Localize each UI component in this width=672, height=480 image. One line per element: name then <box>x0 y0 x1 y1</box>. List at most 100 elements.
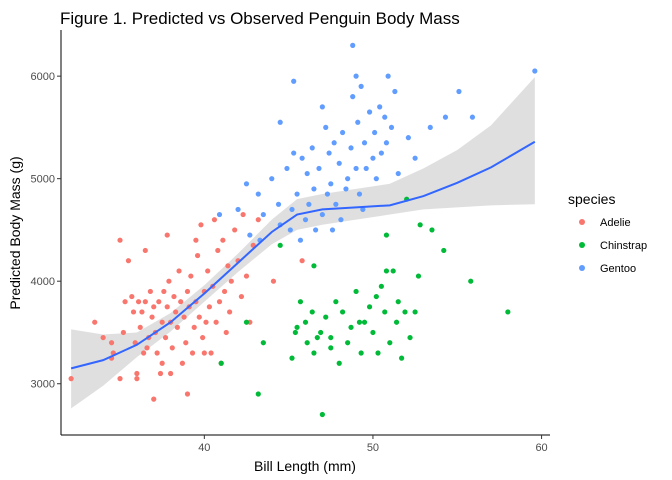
point-chinstrap <box>318 329 324 336</box>
point-gentoo <box>456 88 462 95</box>
point-chinstrap <box>292 329 298 336</box>
confidence-band-layer <box>71 77 535 409</box>
point-gentoo <box>385 73 391 79</box>
point-chinstrap <box>387 340 393 346</box>
point-chinstrap <box>289 355 295 361</box>
point-gentoo <box>275 201 282 207</box>
point-gentoo <box>313 227 319 233</box>
point-chinstrap <box>218 360 224 366</box>
confidence-band <box>71 77 535 409</box>
point-gentoo <box>370 155 376 161</box>
point-chinstrap <box>375 350 381 356</box>
point-gentoo <box>361 140 368 146</box>
point-adelie <box>166 278 172 284</box>
point-chinstrap <box>378 283 384 289</box>
points-layer <box>68 42 538 418</box>
point-gentoo <box>235 206 241 213</box>
point-chinstrap <box>255 391 261 397</box>
point-adelie <box>122 299 128 305</box>
point-adelie <box>159 319 165 325</box>
point-gentoo <box>319 211 325 218</box>
point-chinstrap <box>336 360 342 366</box>
point-adelie <box>203 319 209 325</box>
point-adelie <box>130 309 137 315</box>
point-chinstrap <box>399 355 405 361</box>
point-adelie <box>176 268 182 274</box>
point-gentoo <box>345 176 351 182</box>
y-axis-ticks: 3000 4000 5000 6000 <box>31 71 61 391</box>
point-adelie <box>92 319 98 325</box>
point-chinstrap <box>370 329 376 336</box>
point-adelie <box>198 222 204 228</box>
point-adelie <box>220 237 226 243</box>
point-adelie <box>191 324 197 330</box>
point-gentoo <box>366 109 373 115</box>
point-gentoo <box>311 186 317 192</box>
point-adelie <box>232 227 238 233</box>
point-adelie <box>117 376 123 382</box>
point-chinstrap <box>328 334 334 341</box>
point-chinstrap <box>304 340 310 346</box>
point-gentoo <box>306 201 312 207</box>
point-chinstrap <box>383 232 390 238</box>
legend-title: species <box>568 191 615 207</box>
point-gentoo <box>353 165 359 172</box>
y-tick-label: 6000 <box>31 71 55 83</box>
x-tick-label: 40 <box>198 442 210 454</box>
point-gentoo <box>333 201 339 207</box>
point-chinstrap <box>328 345 334 351</box>
point-chinstrap <box>353 288 359 295</box>
x-tick-label: 60 <box>535 442 547 454</box>
point-adelie <box>168 370 174 377</box>
point-chinstrap <box>356 319 363 325</box>
point-chinstrap <box>333 299 339 305</box>
point-chinstrap <box>390 268 396 274</box>
point-adelie <box>240 211 246 218</box>
point-adelie <box>135 299 142 305</box>
point-gentoo <box>412 155 418 161</box>
x-tick-label: 50 <box>367 442 379 454</box>
point-chinstrap <box>366 304 373 310</box>
point-chinstrap <box>260 340 266 346</box>
point-chinstrap <box>323 314 329 320</box>
point-adelie <box>299 258 305 264</box>
point-adelie <box>243 273 250 279</box>
point-chinstrap <box>314 334 320 341</box>
point-adelie <box>193 237 199 243</box>
point-adelie <box>255 217 261 223</box>
point-gentoo <box>323 124 329 131</box>
point-adelie <box>151 304 157 310</box>
point-adelie <box>221 288 228 295</box>
x-axis-ticks: 40 50 60 <box>198 435 548 454</box>
point-gentoo <box>360 206 366 213</box>
point-gentoo <box>388 124 395 131</box>
legend-label-adelie: Adelie <box>600 217 631 229</box>
legend-label-gentoo: Gentoo <box>600 263 636 275</box>
point-gentoo <box>309 145 315 151</box>
point-gentoo <box>383 140 390 146</box>
point-gentoo <box>353 73 359 79</box>
point-gentoo <box>297 237 304 243</box>
point-adelie <box>206 304 212 310</box>
point-gentoo <box>247 232 253 238</box>
point-adelie <box>228 278 234 284</box>
y-tick-label: 4000 <box>31 276 55 288</box>
point-adelie <box>216 299 223 305</box>
point-gentoo <box>316 165 322 172</box>
point-adelie <box>159 360 165 366</box>
point-adelie <box>201 350 207 356</box>
point-gentoo <box>377 104 383 110</box>
point-adelie <box>141 350 147 356</box>
point-adelie <box>238 293 245 300</box>
point-gentoo <box>363 165 369 172</box>
point-gentoo <box>350 94 356 100</box>
point-chinstrap <box>417 222 423 228</box>
x-axis-title: Bill Length (mm) <box>254 458 356 474</box>
point-chinstrap <box>395 299 401 305</box>
point-adelie <box>156 299 162 305</box>
point-chinstrap <box>311 263 317 269</box>
point-adelie <box>142 247 148 254</box>
point-adelie <box>125 258 132 264</box>
point-gentoo <box>348 145 354 151</box>
point-gentoo <box>338 217 344 223</box>
